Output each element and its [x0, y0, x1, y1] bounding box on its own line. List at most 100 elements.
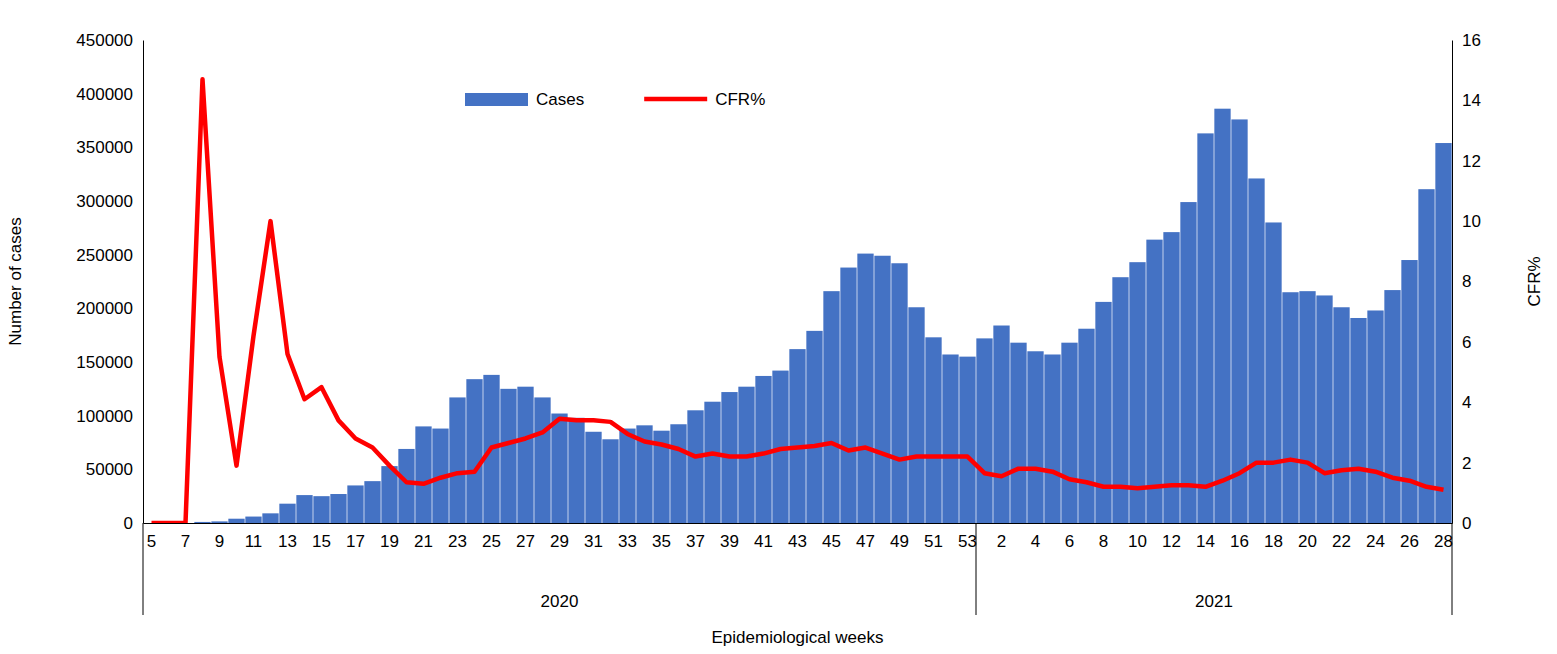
- bar: [1010, 343, 1026, 523]
- tick-label: 11: [245, 532, 263, 551]
- tick-label: 8: [1462, 272, 1471, 291]
- bar: [568, 418, 584, 523]
- tick-label: 29: [550, 532, 569, 551]
- tick: 53: [958, 523, 977, 551]
- bar: [1044, 354, 1060, 523]
- tick-label: 25: [482, 532, 501, 551]
- tick: 400000: [76, 85, 143, 104]
- tick: 0: [124, 514, 143, 533]
- bar: [194, 522, 210, 523]
- tick-label: 39: [720, 532, 739, 551]
- tick-label: 23: [448, 532, 467, 551]
- tick-label: 20: [1298, 532, 1317, 551]
- tick: 50000: [86, 460, 143, 479]
- tick: 2: [997, 523, 1006, 551]
- bar: [1146, 240, 1162, 523]
- tick: 18: [1264, 523, 1283, 551]
- tick: 41: [754, 523, 773, 551]
- tick-label: 400000: [76, 85, 133, 104]
- bar: [908, 307, 924, 523]
- tick-label: 16: [1462, 31, 1481, 50]
- bar: [211, 521, 227, 523]
- bar: [823, 291, 839, 523]
- bar: [857, 254, 873, 523]
- bar: [1435, 143, 1451, 523]
- group-separator: [976, 523, 977, 615]
- tick-label: 16: [1230, 532, 1249, 551]
- tick-label: 17: [346, 532, 365, 551]
- group-separator: [143, 523, 144, 615]
- legend-label: CFR%: [715, 90, 765, 109]
- bar: [585, 432, 601, 523]
- tick-label: 41: [754, 532, 773, 551]
- tick: 14: [1196, 523, 1215, 551]
- tick: 0: [1452, 514, 1471, 533]
- tick: 19: [380, 523, 399, 551]
- tick-label: 14: [1462, 91, 1481, 110]
- x-axis: 5791113151719212325272931333537394143454…: [144, 523, 1453, 551]
- tick: 7: [181, 523, 190, 551]
- tick: 12: [1162, 523, 1181, 551]
- tick: 47: [856, 523, 875, 551]
- tick: 22: [1332, 523, 1351, 551]
- bar: [1061, 343, 1077, 523]
- bar: [1027, 351, 1043, 523]
- group-separator: [1452, 523, 1453, 615]
- tick-label: 18: [1264, 532, 1283, 551]
- bar: [347, 485, 363, 523]
- tick: 100000: [76, 407, 143, 426]
- bar: [1197, 133, 1213, 523]
- tick: 16: [1230, 523, 1249, 551]
- tick-label: 14: [1196, 532, 1215, 551]
- bar: [330, 494, 346, 523]
- tick: 250000: [76, 246, 143, 265]
- tick: 5: [147, 523, 156, 551]
- tick: 13: [278, 523, 297, 551]
- axis-line: [1452, 41, 1453, 524]
- tick-label: 27: [516, 532, 535, 551]
- tick: 9: [215, 523, 224, 551]
- tick: 17: [346, 523, 365, 551]
- tick-label: 300000: [76, 192, 133, 211]
- tick-label: 12: [1162, 532, 1181, 551]
- tick: 450000: [76, 31, 143, 50]
- tick: 31: [584, 523, 603, 551]
- legend-swatch: [644, 97, 707, 102]
- bar: [1265, 222, 1281, 523]
- tick: 35: [652, 523, 671, 551]
- bar: [1299, 291, 1315, 523]
- tick-label: 49: [890, 532, 909, 551]
- legend-label: Cases: [536, 90, 584, 109]
- bar: [534, 397, 550, 523]
- bar: [942, 354, 958, 523]
- line: [152, 79, 1444, 523]
- bar: [1333, 307, 1349, 523]
- bar: [755, 376, 771, 523]
- tick: 10: [1128, 523, 1147, 551]
- x-axis-title: Epidemiological weeks: [712, 628, 884, 647]
- bar: [1248, 178, 1264, 523]
- bar: [1384, 290, 1400, 523]
- tick-label: 0: [124, 514, 133, 533]
- tick: 350000: [76, 138, 143, 157]
- bar: [517, 387, 533, 523]
- bar: [1129, 262, 1145, 523]
- tick: 21: [414, 523, 433, 551]
- bar: [1282, 292, 1298, 523]
- bar: [602, 439, 618, 523]
- tick-label: 24: [1366, 532, 1385, 551]
- bar: [687, 410, 703, 523]
- tick: 14: [1452, 91, 1481, 110]
- tick: 23: [448, 523, 467, 551]
- bar: [1350, 318, 1366, 523]
- tick-label: 10: [1128, 532, 1147, 551]
- bar: [228, 519, 244, 523]
- bar: [296, 495, 312, 523]
- tick: 6: [1452, 333, 1471, 352]
- bar: [1163, 232, 1179, 523]
- bar: [381, 466, 397, 523]
- bar: [976, 338, 992, 523]
- bar: [500, 389, 516, 523]
- tick: 49: [890, 523, 909, 551]
- tick-label: 51: [924, 532, 943, 551]
